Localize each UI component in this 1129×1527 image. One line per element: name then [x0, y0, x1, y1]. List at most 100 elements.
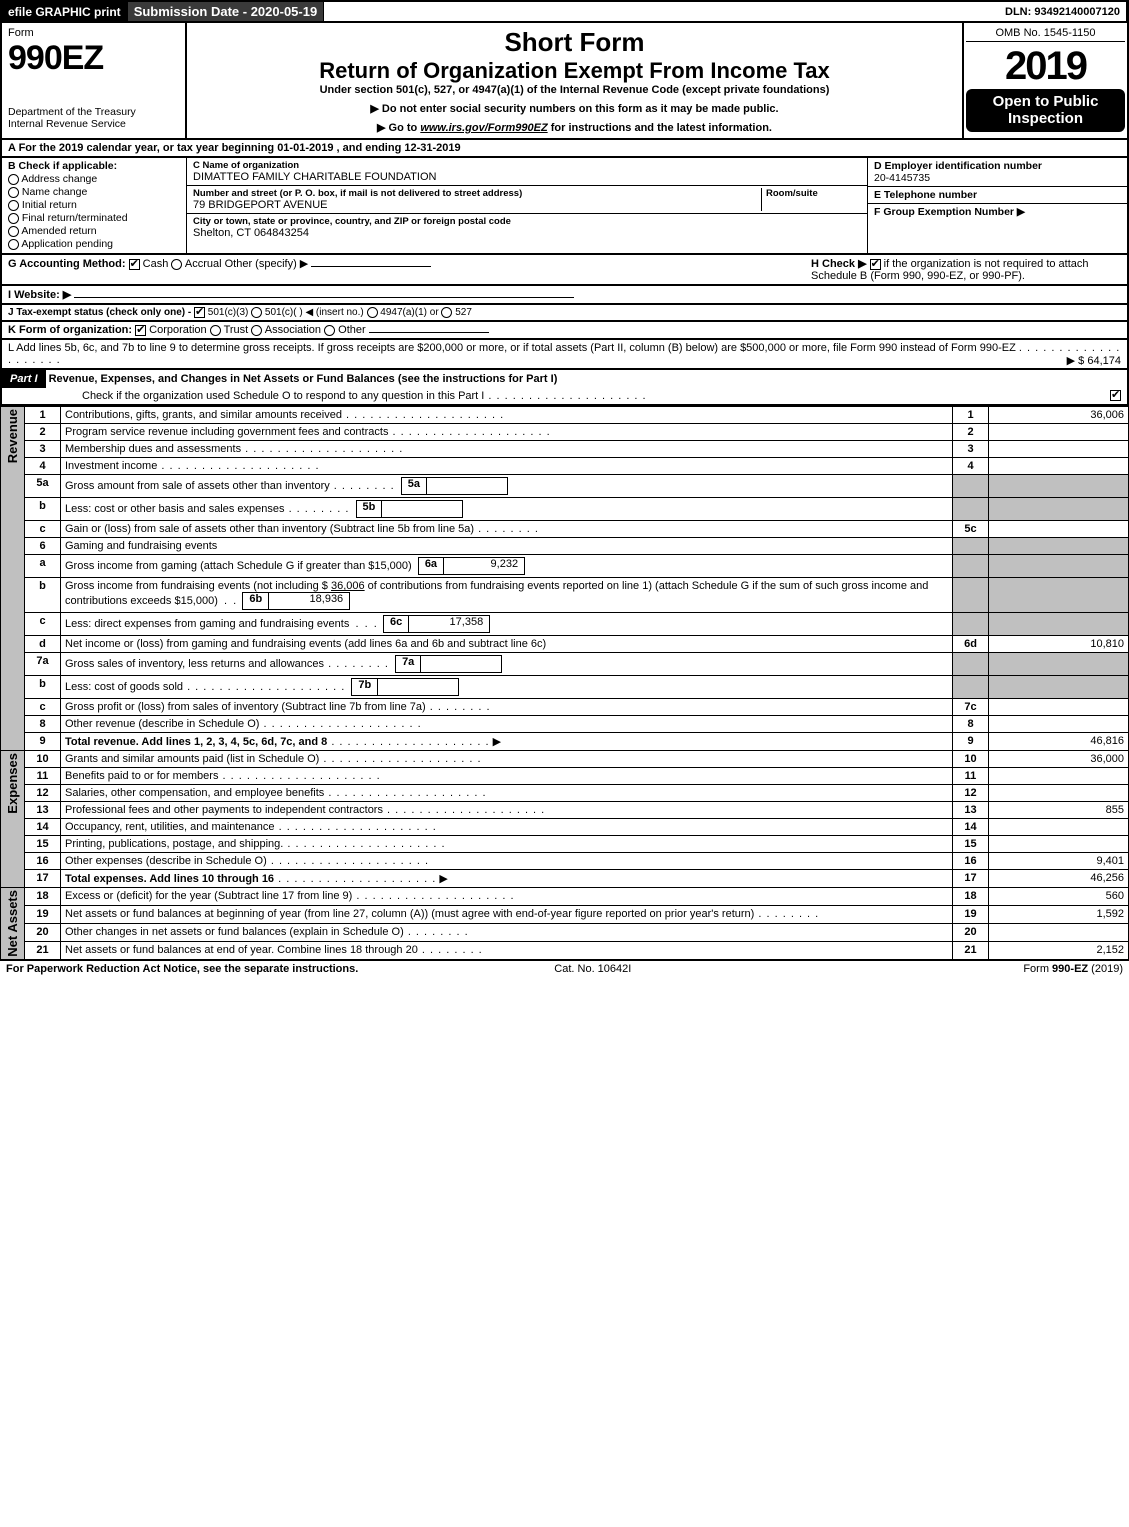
- table-row: 11Benefits paid to or for members11: [1, 768, 1129, 785]
- addr-value: 79 BRIDGEPORT AVENUE: [193, 199, 328, 211]
- i-label: I Website: ▶: [8, 289, 71, 301]
- chk-other[interactable]: [324, 325, 335, 336]
- part1-title: Revenue, Expenses, and Changes in Net As…: [49, 373, 558, 385]
- dln-label: DLN: 93492140007120: [999, 2, 1127, 21]
- title-return: Return of Organization Exempt From Incom…: [193, 58, 956, 84]
- table-row: 5aGross amount from sale of assets other…: [1, 475, 1129, 498]
- chk-accrual[interactable]: [171, 259, 182, 270]
- website-input[interactable]: [74, 297, 574, 298]
- d-label: D Employer identification number: [874, 160, 1042, 172]
- chk-initial-return[interactable]: Initial return: [8, 199, 180, 211]
- submission-date: Submission Date - 2020-05-19: [128, 2, 325, 21]
- table-row: 6Gaming and fundraising events: [1, 538, 1129, 555]
- expenses-section-label: Expenses: [5, 753, 20, 814]
- table-row: Net Assets 18Excess or (deficit) for the…: [1, 888, 1129, 906]
- line-rnum: 1: [953, 407, 989, 424]
- chk-app-pending[interactable]: Application pending: [8, 238, 180, 250]
- efile-label[interactable]: efile GRAPHIC print: [2, 2, 128, 21]
- instr-pre: ▶ Go to: [377, 122, 420, 134]
- ein-value: 20-4145735: [874, 172, 930, 184]
- table-row: 9Total revenue. Add lines 1, 2, 3, 4, 5c…: [1, 733, 1129, 751]
- chk-501c3[interactable]: [194, 307, 205, 318]
- chk-name-change[interactable]: Name change: [8, 186, 180, 198]
- city-label: City or town, state or province, country…: [193, 216, 511, 227]
- chk-address-change[interactable]: Address change: [8, 173, 180, 185]
- row-g: G Accounting Method: Cash Accrual Other …: [8, 257, 805, 270]
- table-row: 15Printing, publications, postage, and s…: [1, 836, 1129, 853]
- box-def: D Employer identification number 20-4145…: [867, 158, 1127, 253]
- open-inspection: Open to Public Inspection: [966, 89, 1125, 132]
- row-h: H Check ▶ if the organization is not req…: [811, 257, 1121, 282]
- form-word: Form: [8, 27, 179, 39]
- chk-h[interactable]: [870, 259, 881, 270]
- footer-formref: Form 990-EZ (2019): [1023, 963, 1123, 975]
- line-amt: 36,006: [989, 407, 1129, 424]
- city-value: Shelton, CT 064843254: [193, 227, 309, 239]
- header-left: Form 990EZ Department of the Treasury In…: [2, 23, 187, 138]
- info-grid: B Check if applicable: Address change Na…: [0, 158, 1129, 255]
- address-row: Number and street (or P. O. box, if mail…: [187, 186, 867, 214]
- addr-label: Number and street (or P. O. box, if mail…: [193, 188, 761, 199]
- instr-link: ▶ Go to www.irs.gov/Form990EZ for instru…: [193, 121, 956, 134]
- table-row: 20Other changes in net assets or fund ba…: [1, 923, 1129, 941]
- table-row: 3Membership dues and assessments3: [1, 441, 1129, 458]
- chk-trust[interactable]: [210, 325, 221, 336]
- box-d: D Employer identification number 20-4145…: [868, 158, 1127, 187]
- table-row: 14Occupancy, rent, utilities, and mainte…: [1, 819, 1129, 836]
- other-specify-input[interactable]: [311, 266, 431, 267]
- other-org-input[interactable]: [369, 332, 489, 333]
- chk-cash[interactable]: [129, 259, 140, 270]
- page-footer: For Paperwork Reduction Act Notice, see …: [0, 960, 1129, 977]
- table-row: dNet income or (loss) from gaming and fu…: [1, 636, 1129, 653]
- city-row: City or town, state or province, country…: [187, 214, 867, 241]
- netassets-section-label: Net Assets: [5, 890, 20, 957]
- irs-link[interactable]: www.irs.gov/Form990EZ: [420, 122, 547, 134]
- line-num: 1: [25, 407, 61, 424]
- table-row: bLess: cost of goods sold 7b: [1, 676, 1129, 699]
- chk-assoc[interactable]: [251, 325, 262, 336]
- chk-527[interactable]: [441, 307, 452, 318]
- table-row: 21Net assets or fund balances at end of …: [1, 941, 1129, 959]
- org-name-row: C Name of organization DIMATTEO FAMILY C…: [187, 158, 867, 186]
- table-row: 2Program service revenue including gover…: [1, 424, 1129, 441]
- part1-table: Revenue 1 Contributions, gifts, grants, …: [0, 406, 1129, 960]
- row-a-period: A For the 2019 calendar year, or tax yea…: [0, 140, 1129, 158]
- table-row: Revenue 1 Contributions, gifts, grants, …: [1, 407, 1129, 424]
- chk-amended-return[interactable]: Amended return: [8, 225, 180, 237]
- table-row: 12Salaries, other compensation, and empl…: [1, 785, 1129, 802]
- table-row: bGross income from fundraising events (n…: [1, 578, 1129, 613]
- tax-year: 2019: [966, 44, 1125, 89]
- header-right: OMB No. 1545-1150 2019 Open to Public In…: [962, 23, 1127, 138]
- row-j: J Tax-exempt status (check only one) - 5…: [0, 305, 1129, 322]
- subtitle-under: Under section 501(c), 527, or 4947(a)(1)…: [193, 84, 956, 96]
- table-row: cGross profit or (loss) from sales of in…: [1, 699, 1129, 716]
- table-row: 4Investment income4: [1, 458, 1129, 475]
- footer-left: For Paperwork Reduction Act Notice, see …: [6, 963, 358, 975]
- table-row: cGain or (loss) from sale of assets othe…: [1, 521, 1129, 538]
- instr-ssn: ▶ Do not enter social security numbers o…: [193, 102, 956, 115]
- room-label: Room/suite: [766, 188, 861, 199]
- part1-label: Part I: [2, 370, 46, 388]
- header-middle: Short Form Return of Organization Exempt…: [187, 23, 962, 138]
- table-row: 19Net assets or fund balances at beginni…: [1, 906, 1129, 924]
- g-label: G Accounting Method:: [8, 258, 126, 270]
- chk-schedule-o[interactable]: [1110, 390, 1121, 401]
- table-row: bLess: cost or other basis and sales exp…: [1, 498, 1129, 521]
- chk-corp[interactable]: [135, 325, 146, 336]
- title-short-form: Short Form: [193, 27, 956, 58]
- dept-treasury: Department of the Treasury: [8, 106, 179, 118]
- l-text: L Add lines 5b, 6c, and 7b to line 9 to …: [8, 342, 1016, 354]
- box-e: E Telephone number: [868, 187, 1127, 204]
- box-c: C Name of organization DIMATTEO FAMILY C…: [187, 158, 867, 253]
- chk-501c[interactable]: [251, 307, 262, 318]
- top-bar: efile GRAPHIC print Submission Date - 20…: [0, 0, 1129, 23]
- h-label: H Check ▶: [811, 258, 867, 270]
- table-row: aGross income from gaming (attach Schedu…: [1, 555, 1129, 578]
- chk-4947[interactable]: [367, 307, 378, 318]
- table-row: cLess: direct expenses from gaming and f…: [1, 613, 1129, 636]
- table-row: 7aGross sales of inventory, less returns…: [1, 653, 1129, 676]
- part1-checkline-row: Check if the organization used Schedule …: [2, 388, 1127, 404]
- table-row: 13Professional fees and other payments t…: [1, 802, 1129, 819]
- omb-number: OMB No. 1545-1150: [966, 27, 1125, 42]
- chk-final-return[interactable]: Final return/terminated: [8, 212, 180, 224]
